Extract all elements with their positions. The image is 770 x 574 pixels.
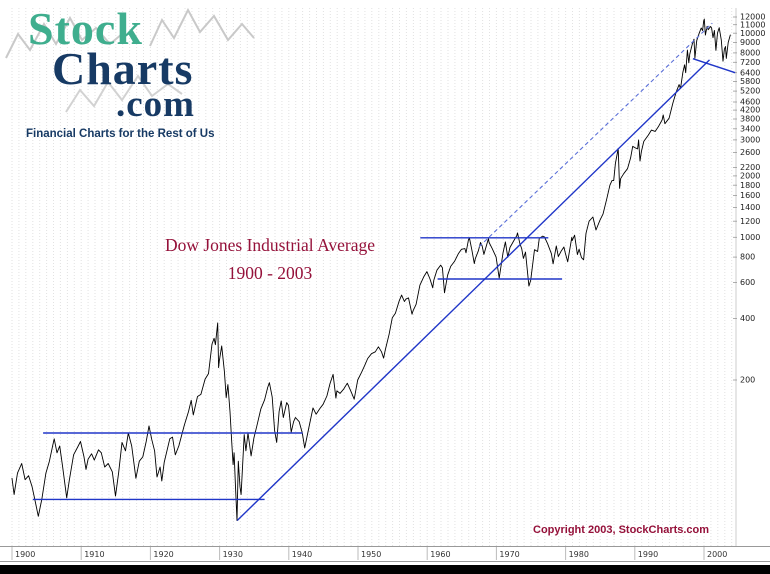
y-axis-label: 1400: [740, 203, 760, 212]
y-axis-label: 10000: [740, 29, 765, 38]
x-axis-label: 1970: [499, 550, 519, 559]
y-axis-label: 1200: [740, 217, 760, 226]
logo-sparkline: [149, 7, 255, 47]
logo-sparkline: [5, 15, 123, 59]
trendline-long-term-uptrend: [236, 59, 710, 522]
y-axis-label: 200: [740, 376, 755, 385]
chart-title-line2: 1900 - 2003: [227, 263, 313, 283]
chart-title-block: Dow Jones Industrial Average 1900 - 2003: [138, 231, 402, 287]
x-axis-label: 1960: [430, 550, 450, 559]
y-axis-label: 6400: [740, 68, 760, 77]
chart-title-line1: Dow Jones Industrial Average: [164, 235, 376, 255]
logo-sparkline: [65, 74, 183, 113]
y-axis-label: 4600: [740, 98, 760, 107]
y-axis-label: 12000: [740, 13, 765, 22]
y-axis-label: 11000: [740, 20, 765, 29]
y-axis-label: 600: [740, 278, 755, 287]
y-axis-label: 9000: [740, 38, 760, 47]
logo-sparkline-decoration: [5, 7, 255, 113]
y-axis-label: 3800: [740, 115, 760, 124]
y-axis-label: 7200: [740, 58, 760, 67]
x-axis-label: 1950: [361, 550, 381, 559]
y-axis-label: 400: [740, 314, 755, 323]
trendlines: [32, 22, 736, 522]
y-axis-label: 1800: [740, 181, 760, 190]
x-axis-label: 1910: [84, 550, 104, 559]
y-axis-label: 5800: [740, 77, 760, 86]
x-axis-label: 1930: [223, 550, 243, 559]
y-axis-label: 5200: [740, 87, 760, 96]
y-axis-label: 2600: [740, 148, 760, 157]
y-axis-label: 4200: [740, 106, 760, 115]
vertical-gridlines: [11, 8, 737, 546]
x-axis-label: 1920: [153, 550, 173, 559]
y-axis-label: 1000: [740, 233, 760, 242]
y-axis-label: 3400: [740, 124, 760, 133]
x-axis-labels: 1900 1910 1920 1930 1940 1950 1960 1970 1980 1990…: [0, 546, 770, 562]
copyright-text: Copyright 2003, StockCharts.com: [533, 524, 710, 536]
trendline-recent-support: [692, 58, 736, 74]
price-line-djia: [11, 18, 731, 521]
y-axis-label: 1600: [740, 191, 760, 200]
trendline-channel-upper: [478, 22, 713, 248]
stockcharts-logo: Stock Charts .com Financial Charts for t…: [0, 0, 280, 150]
y-axis-label: 2000: [740, 172, 760, 181]
logo-word-stock: Stock: [28, 3, 143, 54]
x-axis-label: 2000: [707, 550, 727, 559]
y-axis-label: 2200: [740, 163, 760, 172]
y-axis-label: 800: [740, 253, 755, 262]
logo-word-com: .com: [116, 84, 195, 125]
logo-word-charts: Charts: [52, 43, 194, 94]
x-axis-label: 1940: [292, 550, 312, 559]
x-axis-label: 1980: [569, 550, 589, 559]
y-axis-label: 8000: [740, 49, 760, 58]
bottom-black-bar: [0, 565, 770, 574]
x-axis-label: 1990: [638, 550, 658, 559]
logo-tagline: Financial Charts for the Rest of Us: [26, 128, 215, 140]
y-axis-label: 3000: [740, 136, 760, 145]
x-axis-label: 1900: [15, 550, 35, 559]
